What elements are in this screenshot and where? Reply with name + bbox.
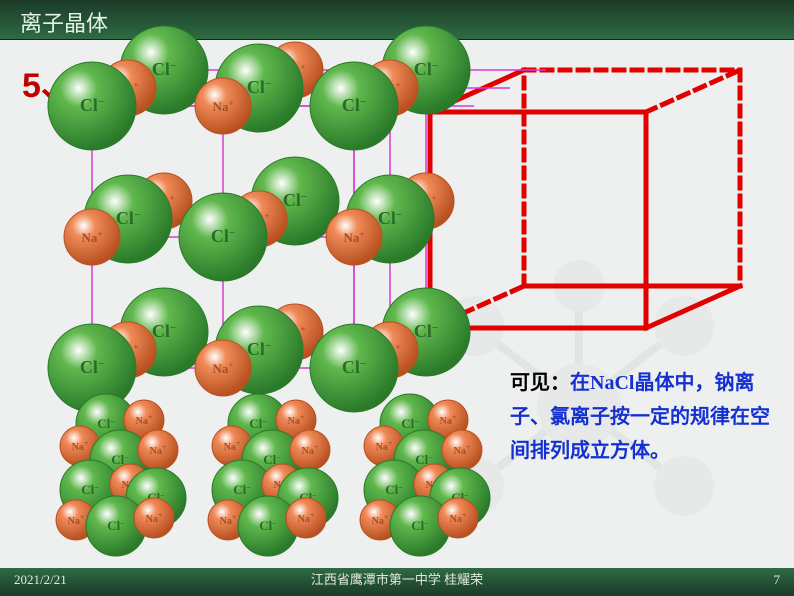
- footer-page: 7: [774, 572, 781, 588]
- body-lead: 可见：: [510, 372, 570, 394]
- footer-credit: 江西省鹰潭市第一中学 桂耀荣: [311, 569, 483, 588]
- body-text: 可见：在NaCl晶体中，钠离子、氯离子按一定的规律在空间排列成立方体。: [510, 366, 770, 468]
- footer-date: 2021/2/21: [14, 572, 67, 588]
- nacl-unit-cell-diagram: Cl−Na+Cl−Na+Cl−Na+Cl−Na+Cl−Na+Cl−Na+Cl−N…: [0, 0, 794, 596]
